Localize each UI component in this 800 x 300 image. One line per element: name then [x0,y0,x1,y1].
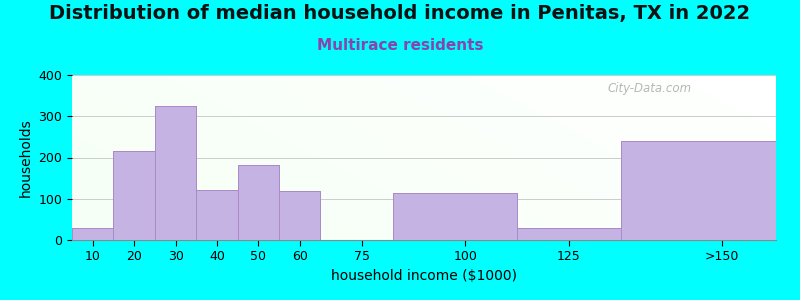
Y-axis label: households: households [19,118,33,197]
Bar [393,193,517,240]
Bar [238,165,279,240]
Bar [196,190,238,240]
Bar [621,141,776,240]
Text: Multirace residents: Multirace residents [317,38,483,52]
Bar [155,106,196,240]
Bar [279,190,321,240]
Bar [114,151,155,240]
Bar [72,228,114,240]
Bar [517,229,621,240]
Bar [72,228,114,240]
Text: Distribution of median household income in Penitas, TX in 2022: Distribution of median household income … [50,4,750,23]
X-axis label: household income ($1000): household income ($1000) [331,269,517,283]
Bar [517,229,621,240]
Bar [196,190,238,240]
Text: City-Data.com: City-Data.com [607,82,691,94]
Bar [155,106,196,240]
Bar [114,151,155,240]
Bar [621,141,776,240]
Bar [279,190,321,240]
Bar [238,165,279,240]
Bar [393,193,517,240]
